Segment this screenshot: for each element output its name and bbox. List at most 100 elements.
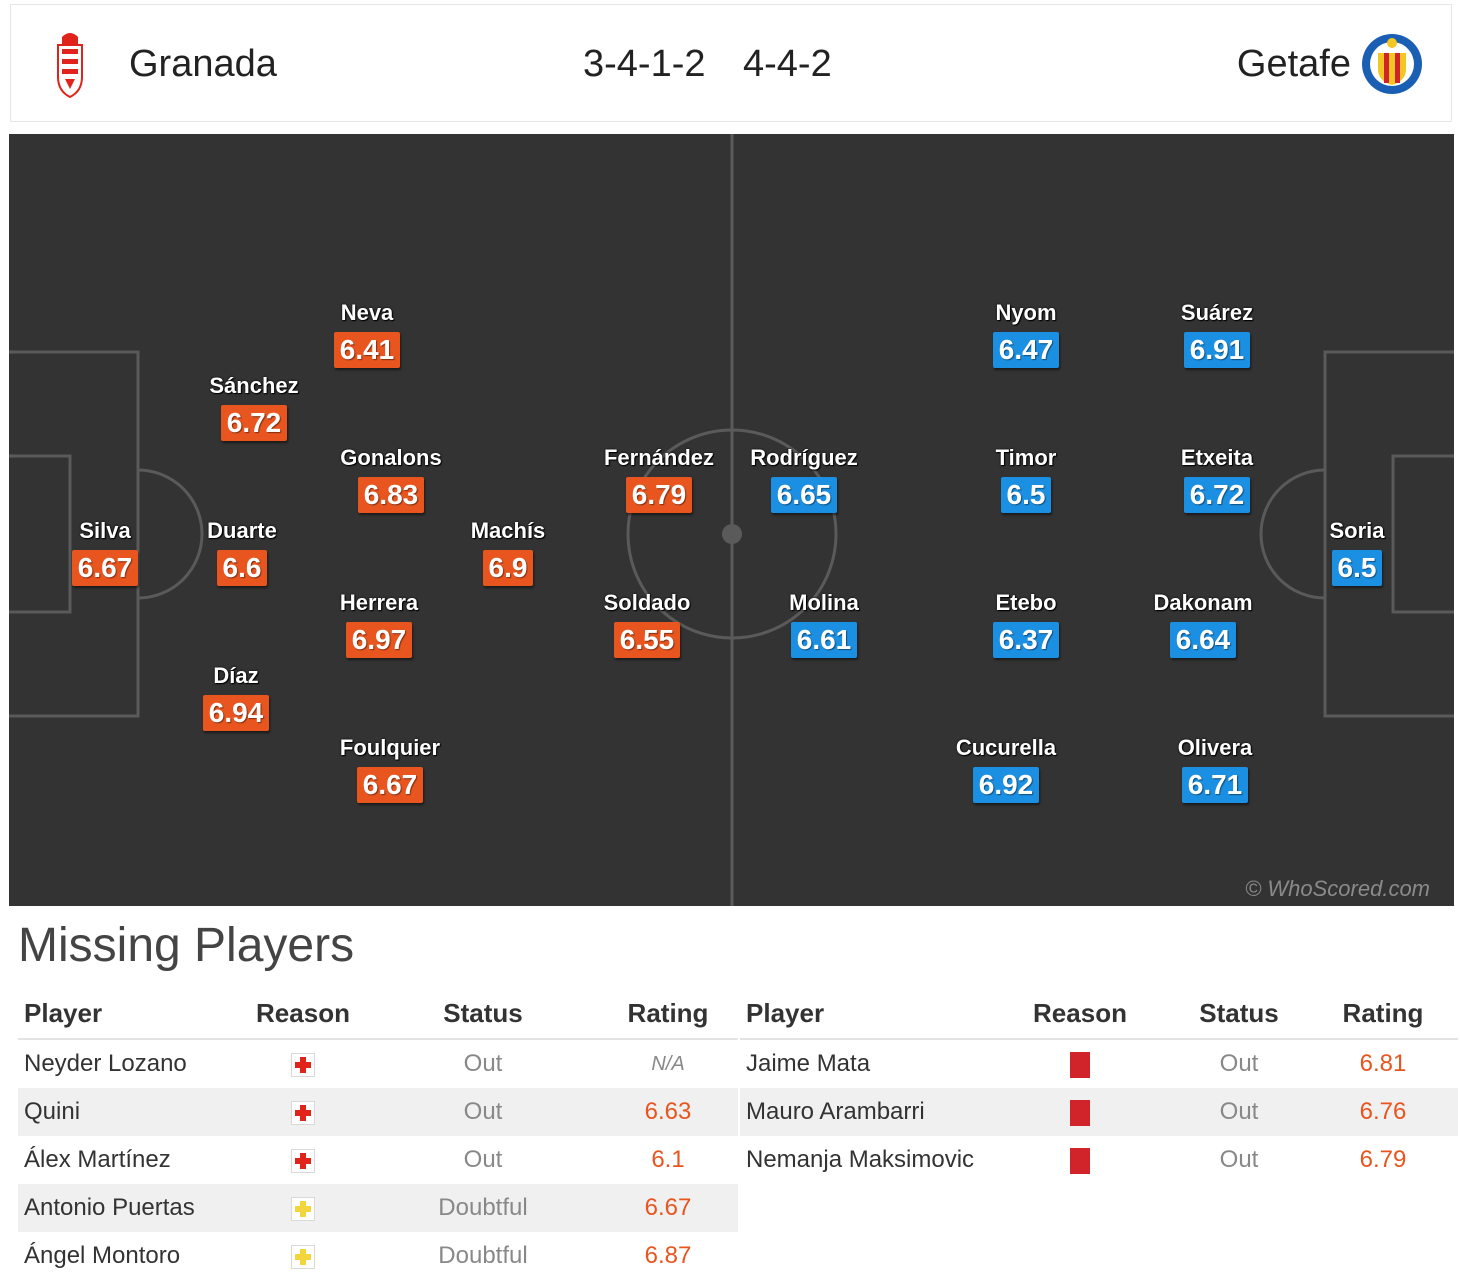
player-name[interactable]: Fernández (603, 445, 715, 470)
away-formation: 4-4-2 (743, 43, 832, 85)
home-player[interactable]: Foulquier 6.67 (310, 735, 470, 803)
missing-status: Doubtful (438, 1242, 528, 1269)
missing-rating: 6.79 (1359, 1146, 1407, 1173)
player-rating: 6.72 (1183, 477, 1251, 513)
away-player[interactable]: Etxeita 6.72 (1137, 445, 1297, 513)
away-player[interactable]: Suárez 6.91 (1137, 300, 1297, 368)
home-player[interactable]: Herrera 6.97 (299, 590, 459, 658)
away-player[interactable]: Etebo 6.37 (946, 590, 1106, 658)
missing-status: Out (463, 1050, 503, 1077)
missing-player-name[interactable]: Álex Martínez (24, 1146, 171, 1173)
missing-status: Out (1219, 1050, 1259, 1077)
away-missing-table: Player Reason Status Rating Jaime Mata Ou… (740, 988, 1458, 1184)
table-row: Quini Out 6.63 (18, 1088, 738, 1136)
player-rating: 6.67 (356, 767, 424, 803)
red-card-icon (1070, 1147, 1090, 1174)
player-name[interactable]: Molina (789, 590, 859, 615)
home-formation: 3-4-1-2 (583, 43, 706, 85)
missing-status: Out (1170, 1088, 1308, 1136)
away-player[interactable]: Rodríguez 6.65 (724, 445, 884, 513)
missing-player-name[interactable]: Nemanja Maksimovic (746, 1146, 975, 1173)
away-team-name[interactable]: Getafe (1236, 43, 1351, 85)
pitch-markings (9, 134, 1454, 906)
away-player[interactable]: Cucurella 6.92 (926, 735, 1086, 803)
player-rating: 6.91 (1183, 332, 1251, 368)
injury-icon (291, 1052, 315, 1077)
away-player[interactable]: Molina 6.61 (744, 590, 904, 658)
player-rating: 6.37 (992, 622, 1060, 658)
player-name[interactable]: Cucurella (955, 735, 1057, 760)
player-rating: 6.64 (1169, 622, 1237, 658)
header-status: Status (368, 988, 598, 1040)
home-player[interactable]: Silva 6.67 (25, 518, 185, 586)
doubtful-injury-icon (291, 1196, 315, 1221)
getafe-crest-icon (1362, 34, 1422, 94)
home-player[interactable]: Fernández 6.79 (579, 445, 739, 513)
header-player: Player (740, 988, 990, 1040)
header-reason: Reason (238, 988, 368, 1040)
away-player[interactable]: Soria 6.5 (1277, 518, 1437, 586)
table-row: Mauro Arambarri Out 6.76 (740, 1088, 1458, 1136)
missing-reason (238, 1039, 368, 1088)
missing-player-name[interactable]: Mauro Arambarri (740, 1088, 990, 1136)
player-rating: 6.5 (1331, 550, 1383, 586)
player-name[interactable]: Timor (995, 445, 1057, 470)
table-row: Neyder Lozano Out N/A (18, 1039, 738, 1088)
home-player[interactable]: Gonalons 6.83 (311, 445, 471, 513)
away-player[interactable]: Dakonam 6.64 (1123, 590, 1283, 658)
player-name[interactable]: Etebo (995, 590, 1057, 615)
player-rating: 6.92 (972, 767, 1040, 803)
missing-rating: 6.76 (1308, 1088, 1458, 1136)
player-name[interactable]: Neva (340, 300, 394, 325)
away-player[interactable]: Olivera 6.71 (1135, 735, 1295, 803)
table-row: Antonio Puertas Doubtful 6.67 (18, 1184, 738, 1232)
player-name[interactable]: Nyom (995, 300, 1057, 325)
missing-player-name[interactable]: Antonio Puertas (18, 1184, 238, 1232)
player-rating: 6.65 (770, 477, 838, 513)
home-team-name[interactable]: Granada (129, 43, 277, 85)
missing-rating: 6.63 (598, 1088, 738, 1136)
missing-player-name[interactable]: Neyder Lozano (24, 1050, 187, 1077)
missing-player-name[interactable]: Jaime Mata (746, 1050, 871, 1077)
player-rating: 6.67 (71, 550, 139, 586)
player-name[interactable]: Gonalons (340, 445, 442, 470)
player-rating: 6.71 (1181, 767, 1249, 803)
player-name[interactable]: Silva (79, 518, 131, 543)
away-player[interactable]: Timor 6.5 (946, 445, 1106, 513)
player-name[interactable]: Herrera (339, 590, 419, 615)
player-name[interactable]: Díaz (213, 663, 259, 688)
player-name[interactable]: Suárez (1180, 300, 1254, 325)
missing-rating: 6.87 (644, 1242, 692, 1269)
home-player[interactable]: Soldado 6.55 (567, 590, 727, 658)
player-name[interactable]: Olivera (1177, 735, 1253, 760)
player-name[interactable]: Sánchez (209, 373, 299, 398)
player-name[interactable]: Soldado (603, 590, 691, 615)
player-name[interactable]: Soria (1329, 518, 1385, 543)
header-reason: Reason (990, 988, 1170, 1040)
missing-reason (990, 1039, 1170, 1088)
player-rating: 6.97 (345, 622, 413, 658)
missing-status: Doubtful (368, 1184, 598, 1232)
missing-player-name[interactable]: Quini (18, 1088, 238, 1136)
injury-icon (291, 1148, 315, 1173)
table-row: Nemanja Maksimovic Out 6.79 (740, 1136, 1458, 1184)
missing-players-title: Missing Players (18, 919, 355, 972)
home-player[interactable]: Duarte 6.6 (162, 518, 322, 586)
home-player[interactable]: Machís 6.9 (428, 518, 588, 586)
missing-player-name[interactable]: Ángel Montoro (24, 1242, 181, 1269)
player-name[interactable]: Dakonam (1153, 590, 1253, 615)
table-row: Álex Martínez Out 6.1 (18, 1136, 738, 1184)
player-name[interactable]: Rodríguez (750, 445, 858, 470)
missing-reason (238, 1088, 368, 1136)
doubtful-injury-icon (291, 1244, 315, 1269)
player-name[interactable]: Foulquier (339, 735, 441, 760)
home-player[interactable]: Díaz 6.94 (156, 663, 316, 731)
away-player[interactable]: Nyom 6.47 (946, 300, 1106, 368)
player-rating: 6.5 (1000, 477, 1052, 513)
player-name[interactable]: Machís (470, 518, 546, 543)
home-player[interactable]: Neva 6.41 (287, 300, 447, 368)
player-name[interactable]: Duarte (207, 518, 277, 543)
home-player[interactable]: Sánchez 6.72 (174, 373, 334, 441)
player-name[interactable]: Etxeita (1180, 445, 1254, 470)
header-player: Player (18, 988, 238, 1040)
